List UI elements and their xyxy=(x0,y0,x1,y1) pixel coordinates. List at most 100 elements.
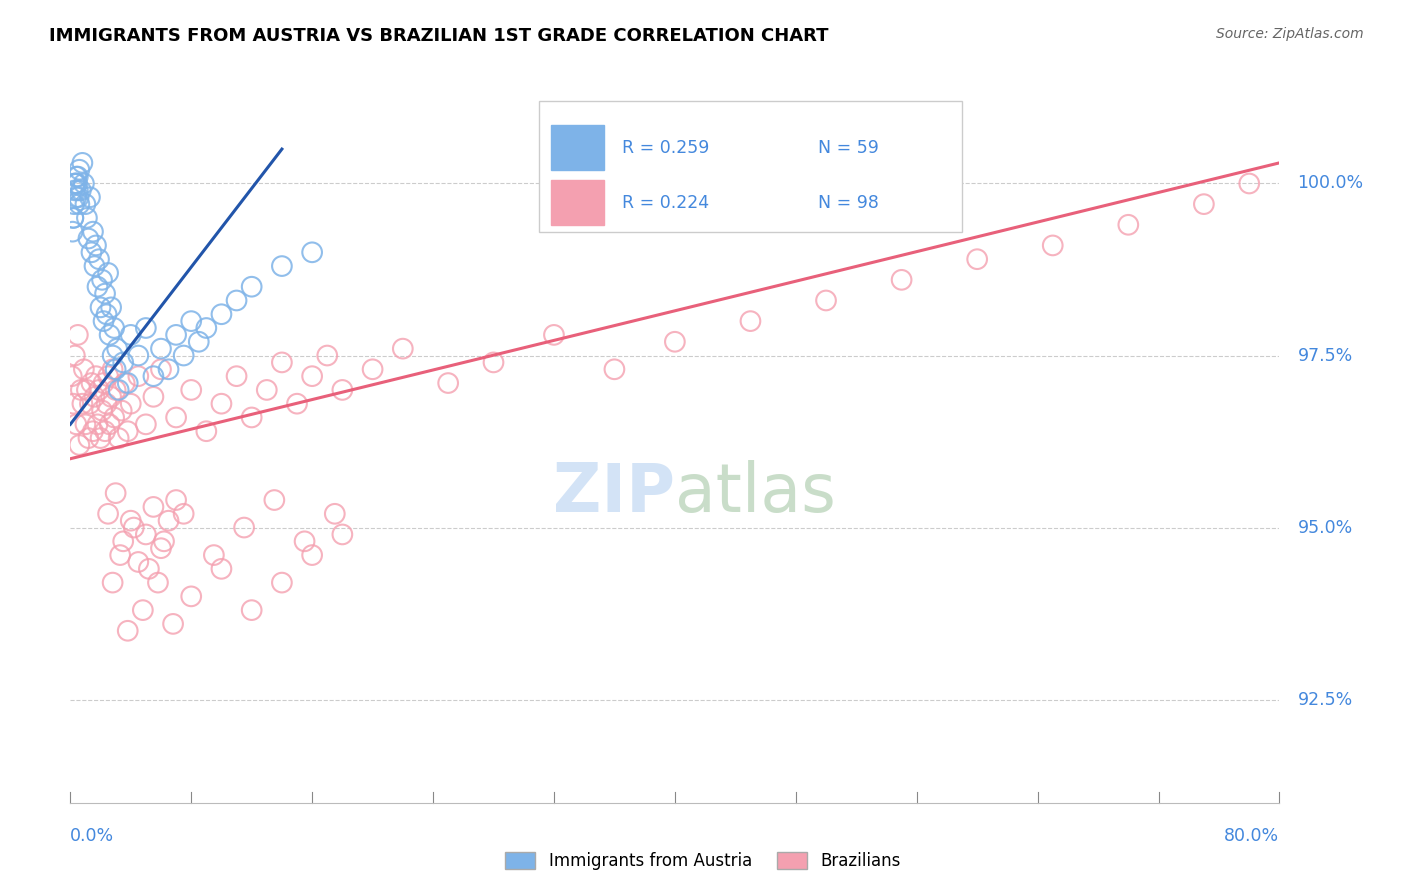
Point xyxy=(117,624,139,638)
Point xyxy=(108,548,131,562)
Point xyxy=(76,211,98,225)
Point xyxy=(98,327,121,342)
Point xyxy=(66,177,89,191)
Point xyxy=(142,500,165,514)
Point xyxy=(195,321,218,335)
Point xyxy=(225,293,247,308)
Point xyxy=(76,383,98,397)
Point xyxy=(263,493,285,508)
Point xyxy=(101,349,124,363)
Point xyxy=(73,362,96,376)
Point xyxy=(62,211,84,225)
Point xyxy=(187,334,209,349)
Point xyxy=(90,301,111,315)
Point xyxy=(65,169,87,184)
Point xyxy=(72,397,94,411)
Point xyxy=(67,197,90,211)
Text: Source: ZipAtlas.com: Source: ZipAtlas.com xyxy=(1216,27,1364,41)
Point xyxy=(120,514,142,528)
Legend: Immigrants from Austria, Brazilians: Immigrants from Austria, Brazilians xyxy=(499,845,907,877)
Point xyxy=(162,616,184,631)
Point xyxy=(80,376,103,390)
Point xyxy=(82,225,104,239)
Point xyxy=(157,362,180,376)
Point xyxy=(60,369,83,384)
Point xyxy=(270,575,294,590)
Point xyxy=(100,301,122,315)
Point xyxy=(150,362,173,376)
Point xyxy=(211,562,233,576)
Point xyxy=(332,527,354,541)
Point xyxy=(270,355,294,369)
Point xyxy=(225,369,247,384)
Point xyxy=(86,417,108,432)
Text: IMMIGRANTS FROM AUSTRIA VS BRAZILIAN 1ST GRADE CORRELATION CHART: IMMIGRANTS FROM AUSTRIA VS BRAZILIAN 1ST… xyxy=(49,27,828,45)
FancyBboxPatch shape xyxy=(551,125,603,169)
Point xyxy=(316,349,339,363)
Point xyxy=(101,362,124,376)
Point xyxy=(96,397,118,411)
Point xyxy=(66,183,89,197)
Point xyxy=(62,225,84,239)
Point xyxy=(107,383,129,397)
Point xyxy=(66,169,89,184)
Text: ZIP: ZIP xyxy=(553,460,675,526)
Point xyxy=(91,403,114,417)
Point xyxy=(180,314,202,328)
Point xyxy=(1042,238,1064,252)
Point xyxy=(75,197,97,211)
Point xyxy=(890,273,912,287)
Point xyxy=(83,259,105,273)
Point xyxy=(84,238,107,252)
Point xyxy=(91,273,114,287)
Point xyxy=(361,362,384,376)
Point xyxy=(73,177,96,191)
Point xyxy=(111,403,134,417)
Point xyxy=(62,397,84,411)
Point xyxy=(72,156,94,170)
Point xyxy=(165,493,187,508)
Point xyxy=(603,362,626,376)
Point xyxy=(67,190,90,204)
Point xyxy=(117,376,139,390)
Point xyxy=(97,369,120,384)
Point xyxy=(240,603,263,617)
Point xyxy=(104,383,127,397)
Point xyxy=(65,190,87,204)
Point xyxy=(94,424,117,438)
Point xyxy=(103,321,125,335)
Point xyxy=(93,376,115,390)
Point xyxy=(153,534,176,549)
Point xyxy=(96,307,118,321)
Point xyxy=(77,231,100,245)
Point xyxy=(97,507,120,521)
Point xyxy=(180,590,202,604)
Point xyxy=(114,376,136,390)
Text: 100.0%: 100.0% xyxy=(1298,175,1364,193)
Point xyxy=(1118,218,1140,232)
Point xyxy=(63,197,86,211)
Text: 92.5%: 92.5% xyxy=(1298,690,1353,708)
Point xyxy=(740,314,762,328)
Text: R = 0.259: R = 0.259 xyxy=(621,139,710,157)
Point xyxy=(75,417,97,432)
Point xyxy=(104,362,127,376)
Text: 0.0%: 0.0% xyxy=(70,827,114,845)
Point xyxy=(211,307,233,321)
Point xyxy=(65,417,87,432)
Point xyxy=(391,342,415,356)
Point xyxy=(240,410,263,425)
Point xyxy=(66,327,89,342)
Point xyxy=(157,514,180,528)
Point xyxy=(150,342,173,356)
Point xyxy=(270,259,294,273)
Point xyxy=(240,279,263,293)
Point xyxy=(62,211,84,225)
Text: 97.5%: 97.5% xyxy=(1298,346,1353,365)
Point xyxy=(122,520,145,534)
Point xyxy=(165,327,187,342)
Point xyxy=(301,548,323,562)
Point xyxy=(150,541,173,556)
Point xyxy=(70,383,93,397)
Text: N = 98: N = 98 xyxy=(818,194,879,211)
